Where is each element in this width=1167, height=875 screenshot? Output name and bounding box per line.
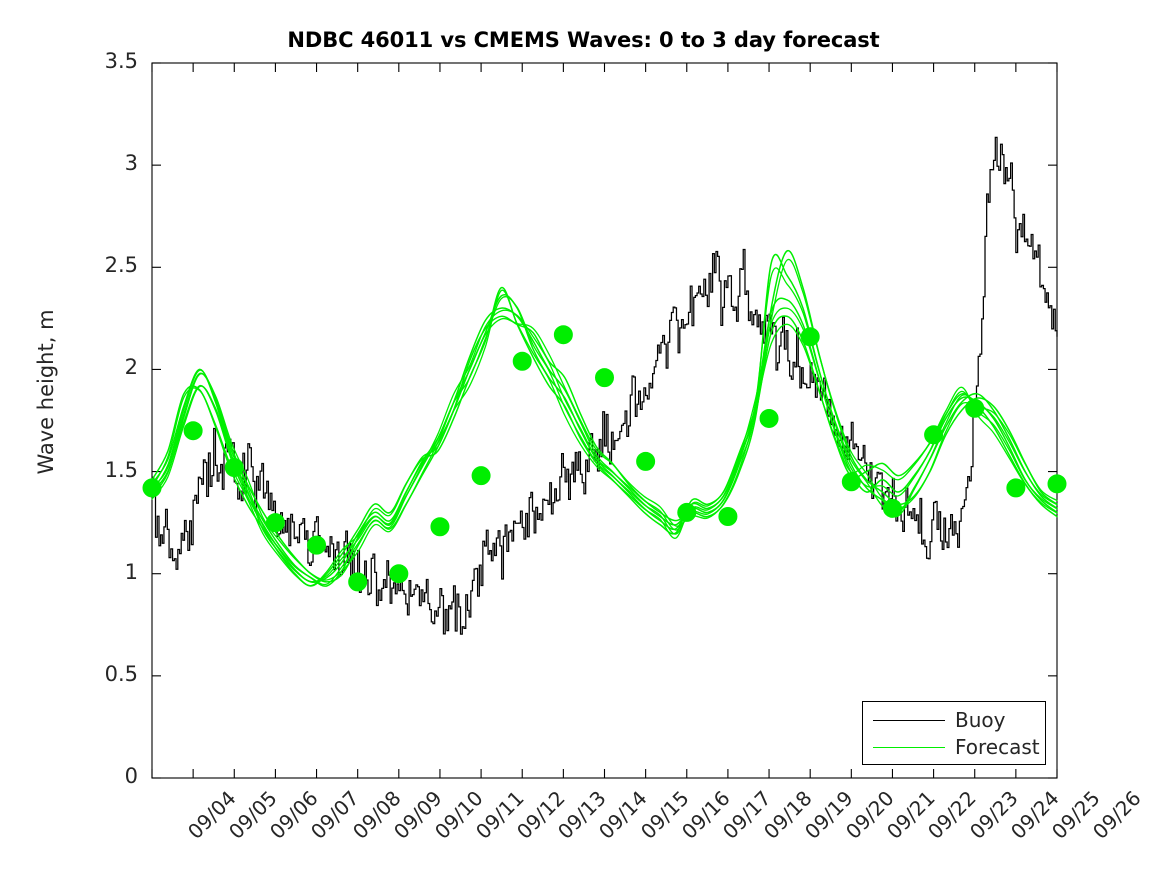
y-tick-label: 3 xyxy=(124,151,138,176)
y-tick-label: 2 xyxy=(124,355,138,380)
legend-item-buoy[interactable]: Buoy xyxy=(863,708,1047,734)
legend-label: Forecast xyxy=(955,735,1040,759)
y-tick-label: 2.5 xyxy=(104,253,138,278)
legend-line-swatch xyxy=(873,747,945,748)
legend-label: Buoy xyxy=(955,708,1006,732)
y-tick-label: 1.5 xyxy=(104,457,138,482)
legend-item-forecast[interactable]: Forecast xyxy=(863,735,1047,761)
forecast-markers xyxy=(142,325,1067,592)
y-tick-label: 0.5 xyxy=(104,661,138,686)
series-forecast xyxy=(151,250,1058,587)
chart-title: NDBC 46011 vs CMEMS Waves: 0 to 3 day fo… xyxy=(287,28,880,52)
y-tick-label: 1 xyxy=(124,559,138,584)
legend-line-swatch xyxy=(873,720,945,721)
y-axis-label: Wave height, m xyxy=(34,309,58,475)
y-tick-label: 0 xyxy=(124,764,138,788)
y-tick-label: 3.5 xyxy=(104,49,138,73)
legend[interactable]: Buoy Forecast xyxy=(862,701,1046,765)
